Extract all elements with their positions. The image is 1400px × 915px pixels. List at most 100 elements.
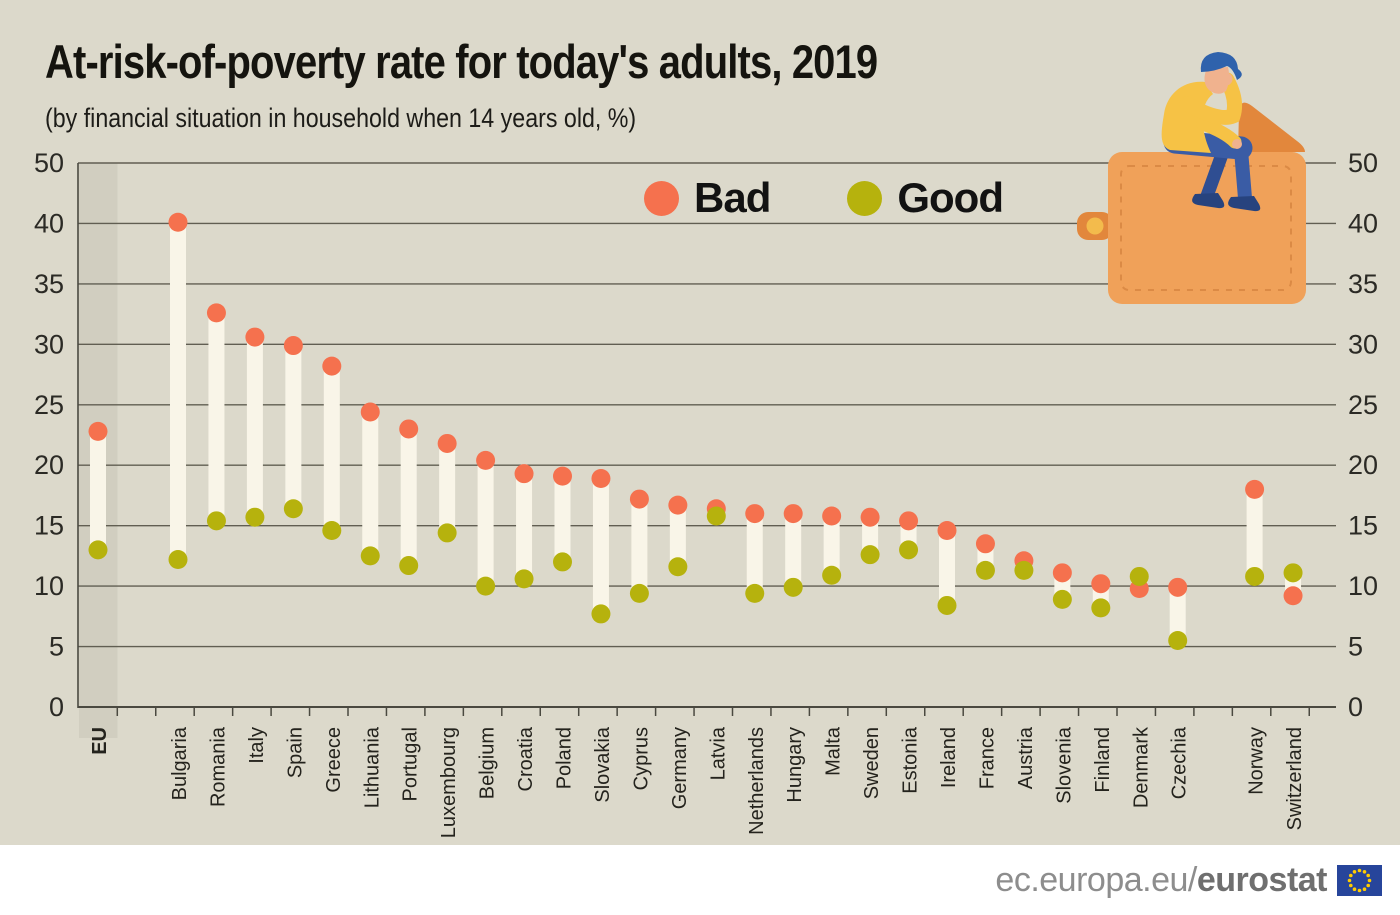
good-dot (822, 565, 842, 585)
url-regular-part: ec.europa.eu/ (995, 860, 1197, 899)
range-bar (939, 530, 955, 606)
x-axis-label-poland: Poland (554, 727, 576, 789)
range-bar (823, 515, 840, 576)
bad-dot-icon (644, 180, 679, 216)
x-axis-label-malta: Malta (823, 726, 845, 776)
range-bar (554, 476, 571, 562)
eu-flag-icon (1337, 864, 1382, 896)
bad-dot (860, 507, 880, 527)
x-axis-label-netherlands: Netherlands (746, 727, 768, 835)
x-axis-label-latvia: Latvia (707, 726, 729, 780)
dumbbell-ireland (937, 521, 957, 615)
x-axis-label-greece: Greece (323, 727, 345, 793)
bad-dot (1245, 479, 1265, 499)
bad-dot (360, 402, 380, 422)
range-bar (170, 222, 186, 560)
good-dot (1168, 631, 1188, 651)
good-dot (206, 511, 226, 531)
good-dot (975, 560, 995, 580)
y-axis-label-right-25: 25 (1348, 390, 1378, 420)
dumbbell-sweden (860, 507, 880, 565)
good-dot (437, 523, 457, 543)
range-bar (746, 513, 763, 594)
y-axis-label-left-20: 20 (34, 450, 64, 480)
x-axis-label-lithuania: Lithuania (361, 726, 383, 808)
x-axis-label-switzerland: Switzerland (1284, 727, 1306, 830)
wallet-icon (1077, 102, 1306, 304)
good-dot (860, 545, 880, 565)
x-axis-label-belgium: Belgium (477, 727, 499, 799)
url-bold-part: eurostat (1196, 860, 1328, 899)
range-bar (785, 513, 802, 588)
bad-dot (975, 534, 995, 554)
dumbbell-romania (206, 303, 226, 531)
x-axis-label-denmark: Denmark (1130, 726, 1152, 808)
flag-star (1357, 868, 1362, 872)
dumbbell-luxembourg (437, 433, 457, 543)
y-axis-label-right-20: 20 (1348, 450, 1378, 480)
dumbbell-belgium (476, 450, 496, 596)
footer-bar: ec.europa.eu/eurostat (0, 845, 1400, 915)
dumbbell-eu (88, 421, 108, 560)
range-bar (669, 505, 686, 567)
x-axis-label-slovakia: Slovakia (592, 726, 614, 802)
range-bar (246, 337, 263, 518)
x-axis-label-hungary: Hungary (784, 727, 806, 803)
y-axis-label-right-5: 5 (1348, 632, 1363, 662)
dumbbell-slovenia (1052, 563, 1072, 609)
good-dot (629, 583, 649, 603)
y-axis-label-left-10: 10 (34, 571, 64, 601)
bad-dot (553, 466, 572, 486)
dumbbell-latvia (706, 499, 726, 526)
dumbbell-germany (668, 495, 688, 577)
flag-star (1352, 886, 1357, 891)
x-axis-label-norway: Norway (1246, 727, 1268, 795)
dumbbell-croatia (514, 464, 534, 589)
y-axis-label-left-25: 25 (34, 390, 64, 420)
y-axis-label-right-50: 50 (1348, 148, 1378, 178)
y-axis-label-right-10: 10 (1348, 571, 1378, 601)
dumbbell-slovakia (591, 469, 611, 624)
x-axis-label-eu: EU (89, 727, 111, 755)
x-axis-label-croatia: Croatia (515, 726, 537, 791)
flag-star (1362, 869, 1367, 874)
x-axis-label-austria: Austria (1015, 726, 1037, 789)
x-axis-label-luxembourg: Luxembourg (438, 727, 460, 838)
x-axis-label-france: France (976, 727, 998, 789)
dumbbell-bulgaria (168, 212, 188, 570)
flag-star (1352, 869, 1357, 874)
flag-star (1349, 873, 1353, 877)
bad-dot (629, 489, 649, 509)
good-dot (476, 576, 496, 596)
chart-legend: Bad Good (644, 174, 1004, 222)
range-bar (516, 473, 533, 579)
y-axis-label-left-40: 40 (34, 208, 64, 238)
dumbbell-norway (1245, 479, 1265, 586)
range-bar (439, 443, 456, 533)
good-dot (322, 521, 342, 541)
range-bar (90, 431, 106, 550)
bad-dot (514, 464, 534, 484)
range-bar (208, 312, 225, 521)
y-axis-label-left-0: 0 (49, 692, 64, 722)
bad-dot (1091, 574, 1111, 594)
range-bar (862, 517, 879, 555)
legend-item-good: Good (847, 174, 1004, 222)
x-axis-label-czechia: Czechia (1169, 726, 1191, 799)
dumbbell-switzerland (1283, 563, 1303, 606)
y-axis-label-right-15: 15 (1348, 511, 1378, 541)
sad-person-icon (1161, 52, 1261, 212)
dumbbell-cyprus (629, 489, 649, 603)
eurostat-link[interactable]: ec.europa.eu/eurostat (995, 861, 1327, 900)
dumbbell-estonia (899, 511, 919, 560)
good-dot (1129, 566, 1149, 586)
range-bar (592, 478, 609, 614)
range-bar (285, 345, 302, 509)
page-title: At-risk-of-poverty rate for today's adul… (45, 35, 878, 88)
page-subtitle: (by financial situation in household whe… (45, 103, 637, 133)
good-dot (399, 556, 419, 576)
range-bar (362, 412, 379, 556)
good-dot (1014, 560, 1034, 580)
y-axis-label-right-40: 40 (1348, 208, 1378, 238)
